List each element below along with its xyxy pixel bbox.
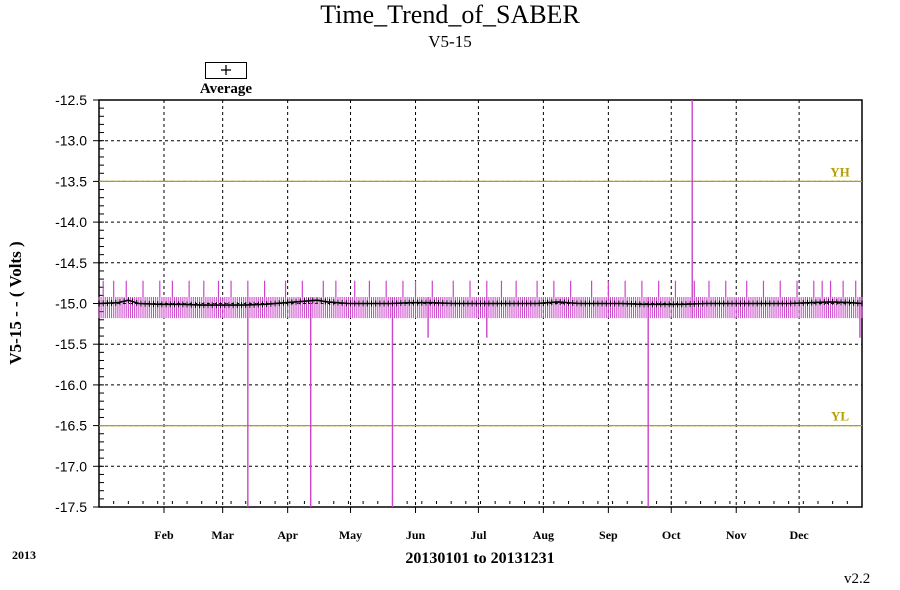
limit-label-yl: YL bbox=[831, 409, 849, 424]
y-tick-label: -17.0 bbox=[55, 458, 87, 474]
x-tick-label: Dec bbox=[789, 528, 809, 542]
y-tick-label: -17.5 bbox=[55, 499, 87, 515]
y-tick-label: -15.5 bbox=[55, 336, 87, 352]
y-tick-label: -16.0 bbox=[55, 377, 87, 393]
y-tick-label: -12.5 bbox=[55, 92, 87, 108]
x-tick-label: May bbox=[339, 528, 362, 542]
y-tick-label: -13.0 bbox=[55, 133, 87, 149]
x-tick-label: Sep bbox=[599, 528, 618, 542]
x-tick-label: Jul bbox=[470, 528, 487, 542]
average-line bbox=[98, 299, 863, 306]
y-tick-label: -15.0 bbox=[55, 296, 87, 312]
chart-title: Time_Trend_of_SABER bbox=[320, 0, 580, 29]
legend-label: Average bbox=[199, 81, 253, 97]
x-tick-label: Feb bbox=[154, 528, 174, 542]
y-tick-label: -14.0 bbox=[55, 214, 87, 230]
chart-subtitle: V5-15 bbox=[428, 32, 472, 51]
y-tick-label: -16.5 bbox=[55, 418, 87, 434]
x-tick-label: Aug bbox=[533, 528, 554, 542]
x-tick-label: Apr bbox=[277, 528, 298, 542]
x-axis-label: 20130101 to 20131231 bbox=[405, 550, 555, 567]
x-tick-label: Jun bbox=[406, 528, 426, 542]
x-tick-label: Oct bbox=[662, 528, 681, 542]
version-label: v2.2 bbox=[844, 571, 871, 587]
x-tick-label: Nov bbox=[726, 528, 747, 542]
y-tick-label: -14.5 bbox=[55, 255, 87, 271]
limit-label-yh: YH bbox=[830, 164, 850, 179]
x-tick-label: Mar bbox=[211, 528, 234, 542]
year-label: 2013 bbox=[12, 548, 36, 562]
y-tick-label: -13.5 bbox=[55, 173, 87, 189]
